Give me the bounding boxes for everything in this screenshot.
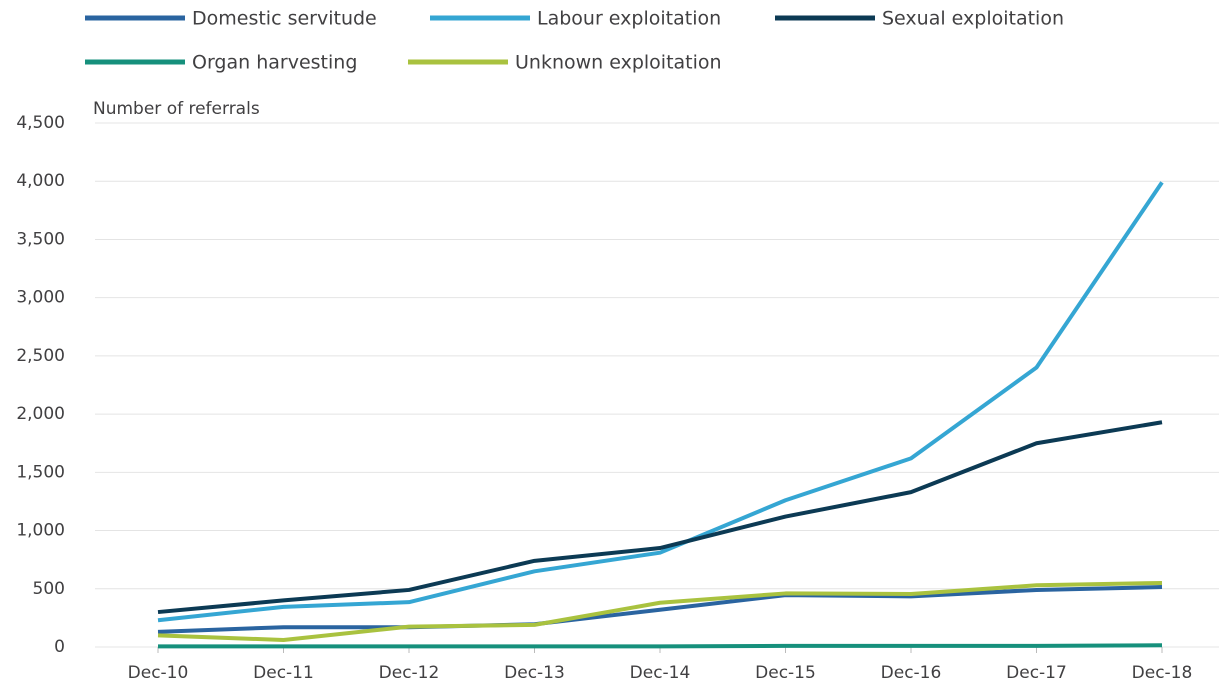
series-line bbox=[157, 585, 1163, 634]
x-tick-label: Dec-15 bbox=[755, 663, 816, 683]
y-tick-label: 1,000 bbox=[16, 521, 65, 541]
y-tick-label: 3,500 bbox=[16, 229, 65, 249]
y-tick-label: 2,000 bbox=[16, 404, 65, 424]
legend-label: Labour exploitation bbox=[537, 8, 721, 30]
y-axis-label: Number of referrals bbox=[93, 99, 260, 119]
legend-label: Organ harvesting bbox=[192, 52, 357, 74]
y-tick-label: 3,000 bbox=[16, 288, 65, 308]
x-tick-label: Dec-18 bbox=[1132, 663, 1193, 683]
x-tick-label: Dec-13 bbox=[504, 663, 565, 683]
x-tick-label: Dec-12 bbox=[379, 663, 440, 683]
x-tick-label: Dec-17 bbox=[1006, 663, 1067, 683]
y-tick-label: 1,500 bbox=[16, 462, 65, 482]
series-line bbox=[157, 420, 1163, 615]
series-line bbox=[157, 181, 1164, 623]
y-tick-label: 4,000 bbox=[16, 171, 65, 191]
y-tick-label: 0 bbox=[54, 637, 65, 657]
series-line bbox=[157, 580, 1163, 643]
x-tick-label: Dec-16 bbox=[881, 663, 942, 683]
series-line bbox=[158, 643, 1163, 649]
legend-label: Unknown exploitation bbox=[515, 52, 722, 74]
x-tick-label: Dec-14 bbox=[630, 663, 691, 683]
y-tick-label: 2,500 bbox=[16, 346, 65, 366]
x-tick-label: Dec-10 bbox=[128, 663, 189, 683]
y-tick-label: 500 bbox=[33, 579, 65, 599]
legend-label: Sexual exploitation bbox=[882, 8, 1064, 30]
x-tick-label: Dec-11 bbox=[253, 663, 314, 683]
legend-label: Domestic servitude bbox=[192, 8, 377, 30]
y-tick-label: 4,500 bbox=[16, 113, 65, 133]
